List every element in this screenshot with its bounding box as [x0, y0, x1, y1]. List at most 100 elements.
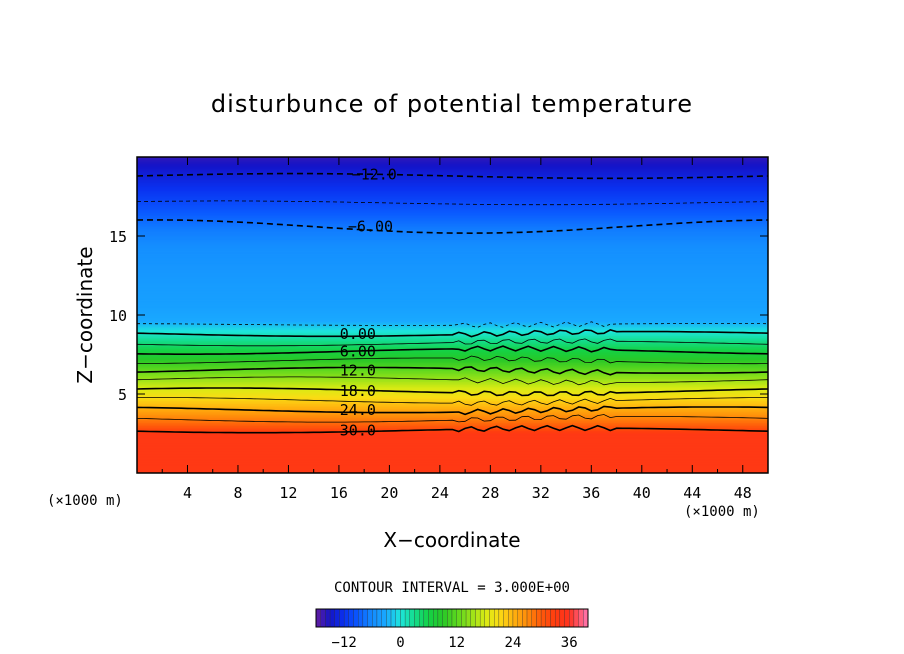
field-band: [137, 284, 768, 288]
field-band: [137, 218, 768, 221]
field-band: [137, 237, 768, 240]
colorbar-segment: [329, 608, 335, 628]
field-band: [137, 210, 768, 213]
colorbar-segment: [489, 608, 495, 628]
field-band: [137, 254, 768, 258]
field-band: [137, 175, 768, 179]
x-axis-ticks: 4 8 12 16 20 24 28 32 36 40 44 48: [161, 157, 752, 502]
field-band: [137, 351, 768, 354]
field-band: [137, 430, 768, 433]
colorbar-segment: [442, 608, 448, 628]
field-band: [137, 158, 768, 161]
contour-line: [137, 376, 768, 386]
field-band: [137, 381, 768, 384]
colorbar-segment: [325, 608, 331, 628]
field-band: [137, 449, 768, 452]
contour-line: [137, 219, 768, 235]
field-band: [137, 424, 768, 427]
field-band: [137, 337, 768, 340]
field-band: [137, 315, 768, 318]
colorbar-segment: [390, 608, 396, 628]
field-band: [137, 409, 768, 412]
field-band: [137, 179, 768, 182]
field-band: [137, 329, 768, 332]
field-band: [137, 245, 768, 248]
field-band: [137, 397, 768, 400]
colorbar-segment: [362, 608, 368, 628]
field-band: [137, 379, 768, 382]
colorbar-tick-label: 36: [561, 635, 578, 651]
field-band: [137, 327, 768, 330]
colorbar-segment: [456, 608, 462, 628]
x-unit-left: (×1000 m): [47, 493, 123, 509]
colorbar-segment: [451, 608, 457, 628]
field-band: [137, 330, 768, 333]
field-band: [137, 204, 768, 207]
field-band: [137, 400, 768, 403]
field-band: [137, 425, 768, 428]
field-band: [137, 416, 768, 419]
contour-line: [137, 200, 768, 206]
field-band: [137, 398, 768, 401]
field-band: [137, 289, 768, 292]
field-band: [137, 420, 768, 424]
field-band: [137, 258, 768, 261]
field-band: [137, 438, 768, 441]
field-band: [137, 226, 768, 229]
contour-lines: [137, 172, 768, 434]
field-band: [137, 277, 768, 280]
field-band: [137, 444, 768, 447]
contour-interval-label: CONTOUR INTERVAL = 3.000E+00: [334, 580, 570, 596]
field-band: [137, 394, 768, 397]
field-band: [137, 454, 768, 457]
field-band: [137, 236, 768, 239]
field-band: [137, 386, 768, 389]
field-band: [137, 172, 768, 175]
field-band: [137, 191, 768, 194]
field-band: [137, 345, 768, 348]
field-band: [137, 299, 768, 302]
x-tick-label: 16: [330, 484, 348, 502]
field-band: [137, 291, 768, 294]
field-band: [137, 359, 768, 362]
field-band: [137, 264, 768, 267]
colorbar-tick-label: 0: [396, 635, 404, 651]
x-tick-label: 24: [431, 484, 449, 502]
colorbar-segments: [315, 608, 589, 628]
colorbar-segment: [573, 608, 579, 628]
colorbar-segment: [498, 608, 504, 628]
field-band: [137, 198, 768, 201]
x-tick-label: 48: [734, 484, 752, 502]
colorbar-segment: [428, 608, 434, 628]
colorbar-segment: [470, 608, 476, 628]
field-band: [137, 442, 768, 446]
colorbar-segment: [395, 608, 401, 628]
field-band: [137, 311, 768, 315]
field-band: [137, 455, 768, 458]
field-band: [137, 256, 768, 259]
contour-label: 18.0: [340, 382, 376, 400]
contour-line: [137, 366, 768, 376]
field-band: [137, 469, 768, 473]
field-band: [137, 356, 768, 359]
field-band: [137, 242, 768, 245]
colorbar-segment: [367, 608, 373, 628]
field-band: [137, 463, 768, 466]
colorbar-segment: [531, 608, 537, 628]
temperature-field: [137, 157, 768, 473]
field-band: [137, 412, 768, 416]
field-band: [137, 461, 768, 465]
colorbar-segment: [315, 608, 321, 628]
contour-line: [137, 397, 768, 406]
field-band: [137, 229, 768, 232]
field-band: [137, 313, 768, 316]
field-band: [137, 292, 768, 296]
colorbar-segment: [461, 608, 467, 628]
field-band: [137, 286, 768, 289]
contour-line: [137, 321, 768, 328]
colorbar-segment: [414, 608, 420, 628]
field-band: [137, 354, 768, 357]
field-band: [137, 349, 768, 352]
field-band: [137, 343, 768, 346]
